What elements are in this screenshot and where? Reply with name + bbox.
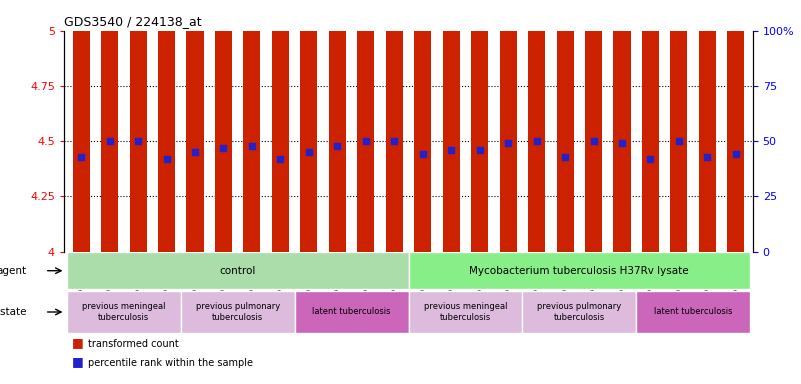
Point <box>445 147 457 153</box>
Text: disease state: disease state <box>0 307 26 317</box>
Text: agent: agent <box>0 266 26 276</box>
Point <box>558 154 571 160</box>
Point <box>160 156 173 162</box>
Bar <box>500 0 517 252</box>
Text: transformed count: transformed count <box>88 339 179 349</box>
Bar <box>528 0 545 252</box>
Bar <box>409 291 522 333</box>
Bar <box>181 291 295 333</box>
Bar <box>244 0 260 252</box>
Bar <box>187 0 203 252</box>
Bar <box>386 0 403 252</box>
Text: previous pulmonary
tuberculosis: previous pulmonary tuberculosis <box>537 302 622 322</box>
Text: ■: ■ <box>72 355 84 368</box>
Bar <box>727 0 744 252</box>
Bar <box>101 0 119 252</box>
Point <box>303 149 316 155</box>
Point <box>388 138 400 144</box>
Bar <box>67 252 409 289</box>
Bar <box>357 0 374 252</box>
Bar <box>73 0 90 252</box>
Point <box>417 151 429 157</box>
Point <box>103 138 116 144</box>
Bar <box>67 291 181 333</box>
Bar <box>557 0 574 252</box>
Point <box>217 145 230 151</box>
Text: percentile rank within the sample: percentile rank within the sample <box>88 358 253 368</box>
Bar <box>585 0 602 252</box>
Bar <box>300 0 317 252</box>
Point <box>74 154 87 160</box>
Text: previous pulmonary
tuberculosis: previous pulmonary tuberculosis <box>195 302 280 322</box>
Text: previous meningeal
tuberculosis: previous meningeal tuberculosis <box>424 302 507 322</box>
Point <box>188 149 201 155</box>
Text: control: control <box>219 266 256 276</box>
Bar <box>636 291 750 333</box>
Bar <box>443 0 460 252</box>
Point <box>274 156 287 162</box>
Point <box>501 140 514 146</box>
Text: previous meningeal
tuberculosis: previous meningeal tuberculosis <box>83 302 166 322</box>
Point <box>701 154 714 160</box>
Point <box>131 138 144 144</box>
Text: latent tuberculosis: latent tuberculosis <box>654 308 732 316</box>
Bar <box>215 0 232 252</box>
Bar <box>158 0 175 252</box>
Text: GDS3540 / 224138_at: GDS3540 / 224138_at <box>64 15 202 28</box>
Point <box>530 138 543 144</box>
Bar <box>670 0 687 252</box>
Bar <box>328 0 346 252</box>
Text: Mycobacterium tuberculosis H37Rv lysate: Mycobacterium tuberculosis H37Rv lysate <box>469 266 689 276</box>
Point <box>360 138 372 144</box>
Bar <box>295 291 409 333</box>
Point <box>587 138 600 144</box>
Bar <box>471 0 489 252</box>
Bar <box>642 0 659 252</box>
Point <box>473 147 486 153</box>
Bar <box>409 252 750 289</box>
Point <box>644 156 657 162</box>
Point <box>331 142 344 149</box>
Bar <box>272 0 289 252</box>
Text: latent tuberculosis: latent tuberculosis <box>312 308 391 316</box>
Bar <box>522 291 636 333</box>
Bar <box>614 0 630 252</box>
Bar <box>130 0 147 252</box>
Bar <box>414 0 431 252</box>
Point <box>616 140 629 146</box>
Point <box>246 142 259 149</box>
Point <box>673 138 686 144</box>
Point <box>730 151 743 157</box>
Text: ■: ■ <box>72 336 84 349</box>
Bar <box>698 0 716 252</box>
